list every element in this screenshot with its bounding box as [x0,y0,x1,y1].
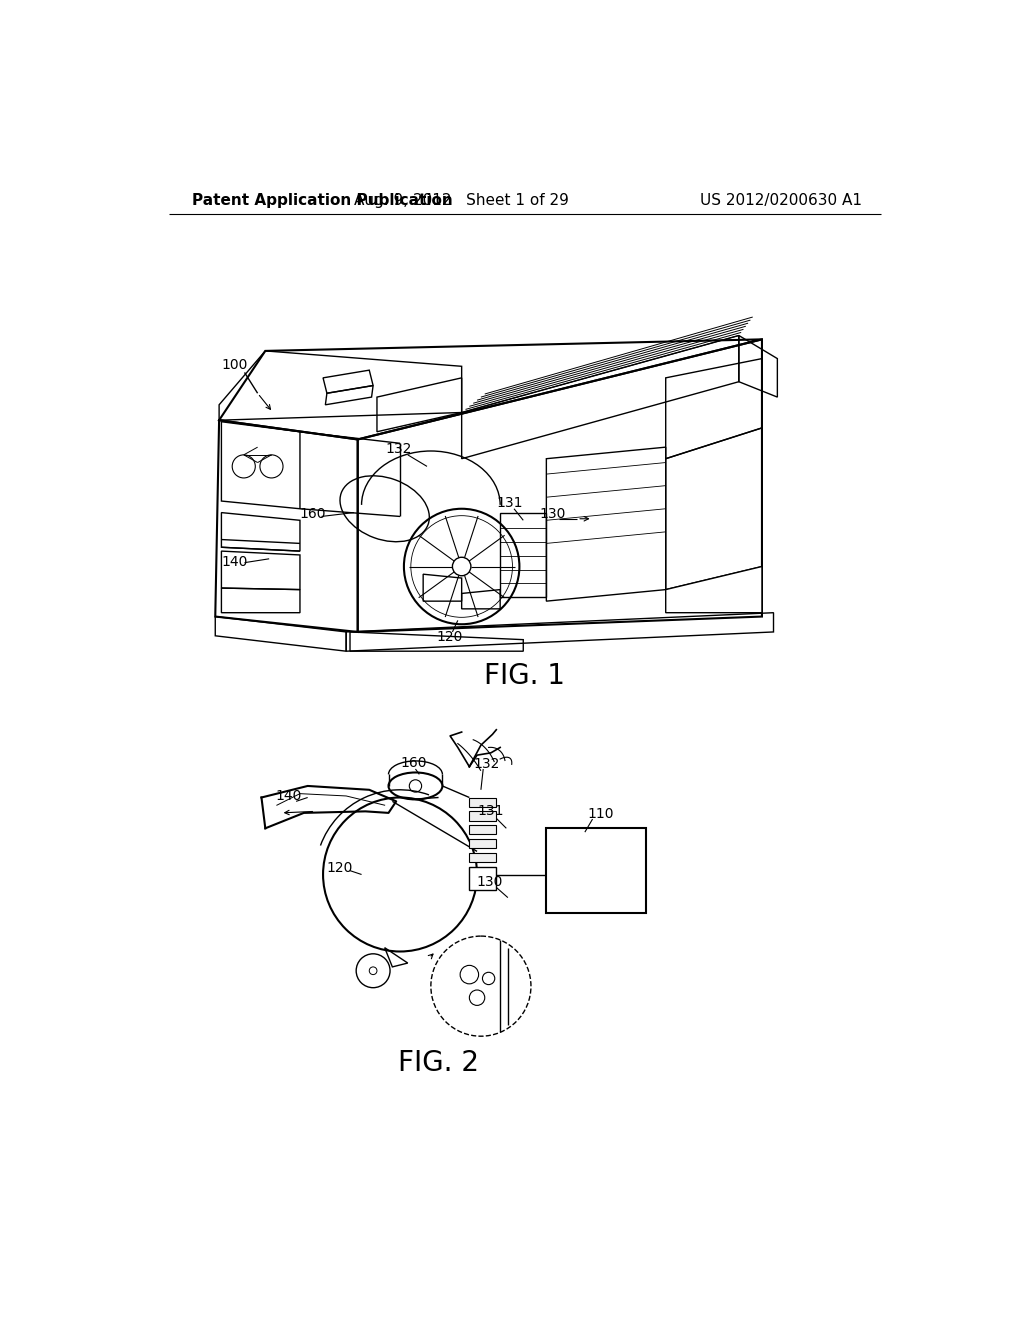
Text: 140: 140 [221,554,248,569]
Text: Aug. 9, 2012   Sheet 1 of 29: Aug. 9, 2012 Sheet 1 of 29 [354,193,569,209]
Text: 120: 120 [327,862,353,875]
Text: 160: 160 [400,756,427,770]
Polygon shape [469,812,497,821]
Polygon shape [469,853,497,862]
Polygon shape [469,840,497,849]
Polygon shape [469,797,497,807]
Text: 160: 160 [299,507,326,521]
Text: US 2012/0200630 A1: US 2012/0200630 A1 [700,193,862,209]
Text: FIG. 1: FIG. 1 [484,661,565,690]
Text: 110: 110 [587,808,613,821]
Text: 120: 120 [437,631,463,644]
Text: FIG. 2: FIG. 2 [398,1049,479,1077]
Polygon shape [666,566,762,612]
Polygon shape [469,825,497,834]
Text: 132: 132 [473,756,500,771]
Text: 130: 130 [540,507,565,521]
Text: Patent Application Publication: Patent Application Publication [193,193,453,209]
Text: 131: 131 [497,496,522,511]
Text: 130: 130 [476,875,503,890]
Text: 132: 132 [385,442,412,457]
Polygon shape [469,867,497,890]
Text: 140: 140 [275,789,302,803]
Text: 131: 131 [477,804,504,818]
Text: 100: 100 [221,358,248,372]
